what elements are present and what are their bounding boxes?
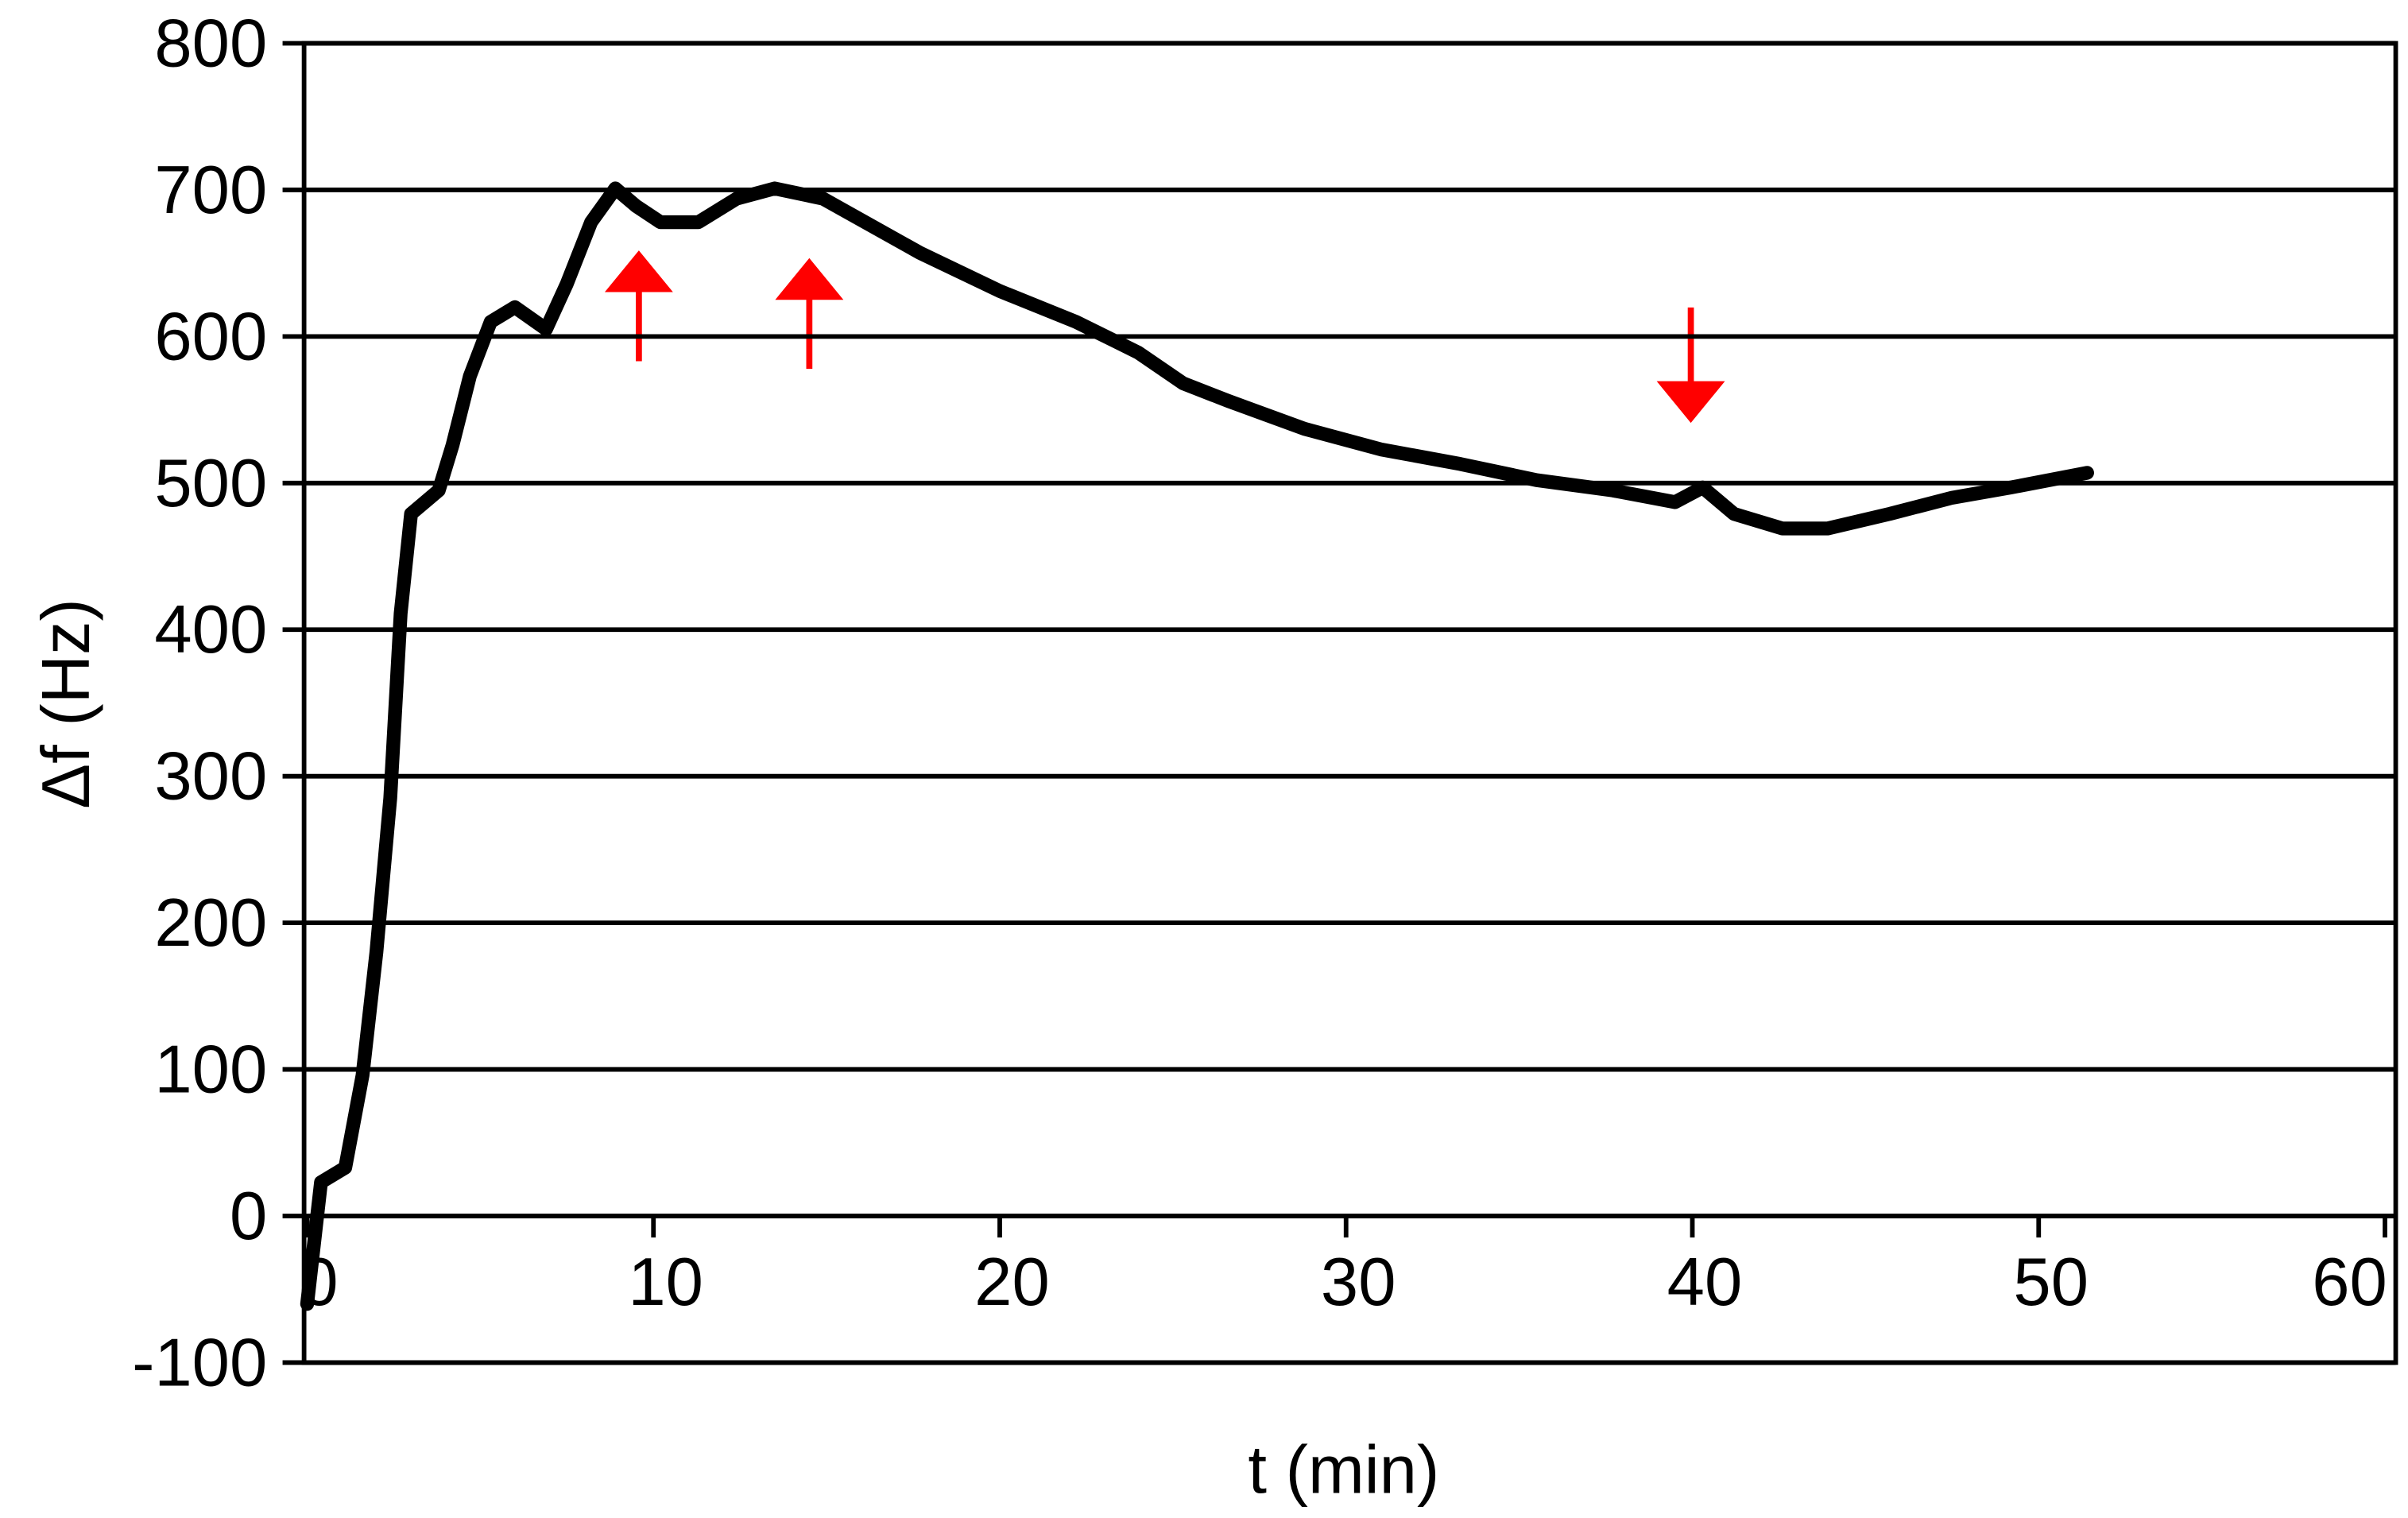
x-tick-label: 40 [1667,1245,1743,1320]
y-tick-label: 800 [154,6,267,81]
y-tick-label: 200 [154,885,267,961]
y-tick-label: 400 [154,592,267,668]
x-tick-label: 30 [1321,1245,1396,1320]
y-tick-label: 500 [154,446,267,521]
y-axis-label: Δf (Hz) [29,598,104,809]
y-tick-label: -100 [132,1325,267,1400]
x-axis-label: t (min) [1248,1433,1439,1508]
y-tick-label: 600 [154,299,267,374]
arrow-head [1656,381,1725,424]
annotation-arrows [604,250,1725,424]
data-line [300,181,2094,1311]
y-tick-label: 0 [230,1179,267,1254]
plot-frame [301,41,2398,1365]
x-tick-label: 20 [974,1245,1050,1320]
y-tick-label: 300 [154,739,267,815]
x-tick-label: 10 [628,1245,703,1320]
arrow-head [604,250,673,292]
y-tick-label: 700 [154,153,267,228]
y-tick-label: 100 [154,1032,267,1108]
x-tick-label: 60 [2312,1245,2387,1320]
arrow-head [775,258,844,300]
x-tick-label: 50 [2013,1245,2089,1320]
